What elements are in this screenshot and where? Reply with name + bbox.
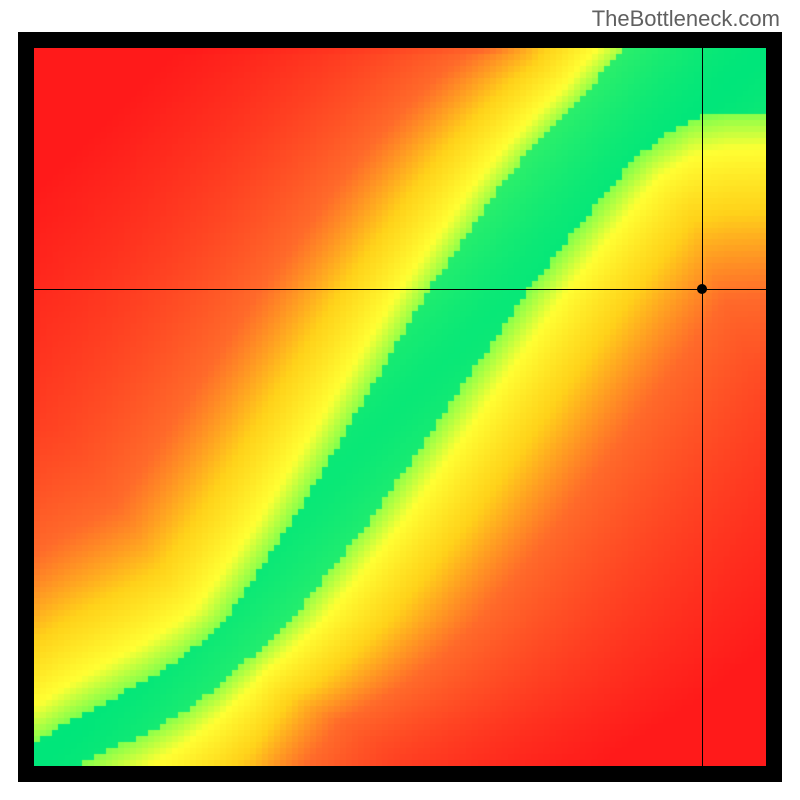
crosshair-horizontal: [18, 289, 782, 290]
heatmap-plot: [34, 48, 766, 766]
crosshair-vertical: [702, 32, 703, 782]
crosshair-marker: [697, 284, 707, 294]
watermark-text: TheBottleneck.com: [592, 6, 780, 32]
heatmap-canvas: [34, 48, 766, 766]
